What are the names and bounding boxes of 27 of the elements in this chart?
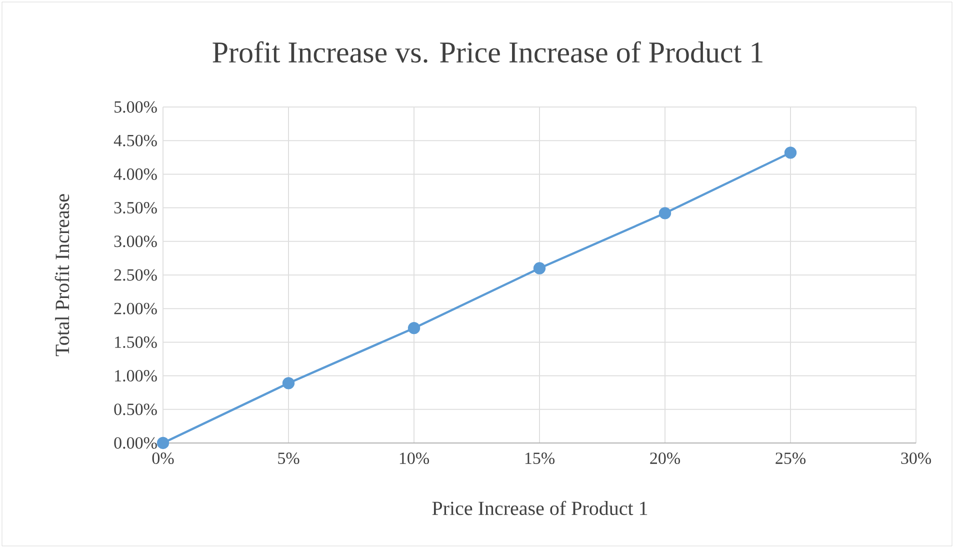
y-tick-label: 4.50% (114, 134, 157, 146)
y-tick-label: 3.50% (114, 202, 157, 214)
x-tick-label: 25% (776, 452, 806, 464)
y-tick-label: 1.50% (115, 336, 157, 348)
x-tick-label: 20% (650, 452, 680, 464)
y-tick-label: 4.00% (114, 168, 157, 180)
x-axis-title: Price Increase of Product 1 (432, 500, 648, 516)
x-tick-label: 10% (400, 452, 430, 464)
point (658, 207, 672, 220)
y-tick-label: 0.00% (114, 437, 157, 449)
y-tick-label: 2.50% (114, 269, 157, 281)
point (156, 436, 170, 450)
y-tick-label: 5.00% (114, 101, 157, 113)
x-tick-label: 15% (525, 452, 555, 464)
point (784, 146, 797, 159)
x-tick-label: 30% (901, 452, 931, 464)
point (282, 377, 295, 390)
chart-title: Profit Increase vs. Price Increase of Product 1 (212, 41, 762, 63)
x-tick-label: 5% (278, 452, 300, 464)
y-axis-title: Total Profit Increase (54, 194, 70, 356)
y-tick-label: 1.00% (115, 370, 157, 382)
point (533, 262, 546, 274)
y-tick-label: 0.50% (114, 404, 157, 416)
point (408, 322, 420, 334)
y-tick-label: 2.00% (114, 302, 157, 314)
y-tick-label: 3.00% (114, 236, 157, 248)
x-tick-label: 0% (152, 452, 174, 464)
